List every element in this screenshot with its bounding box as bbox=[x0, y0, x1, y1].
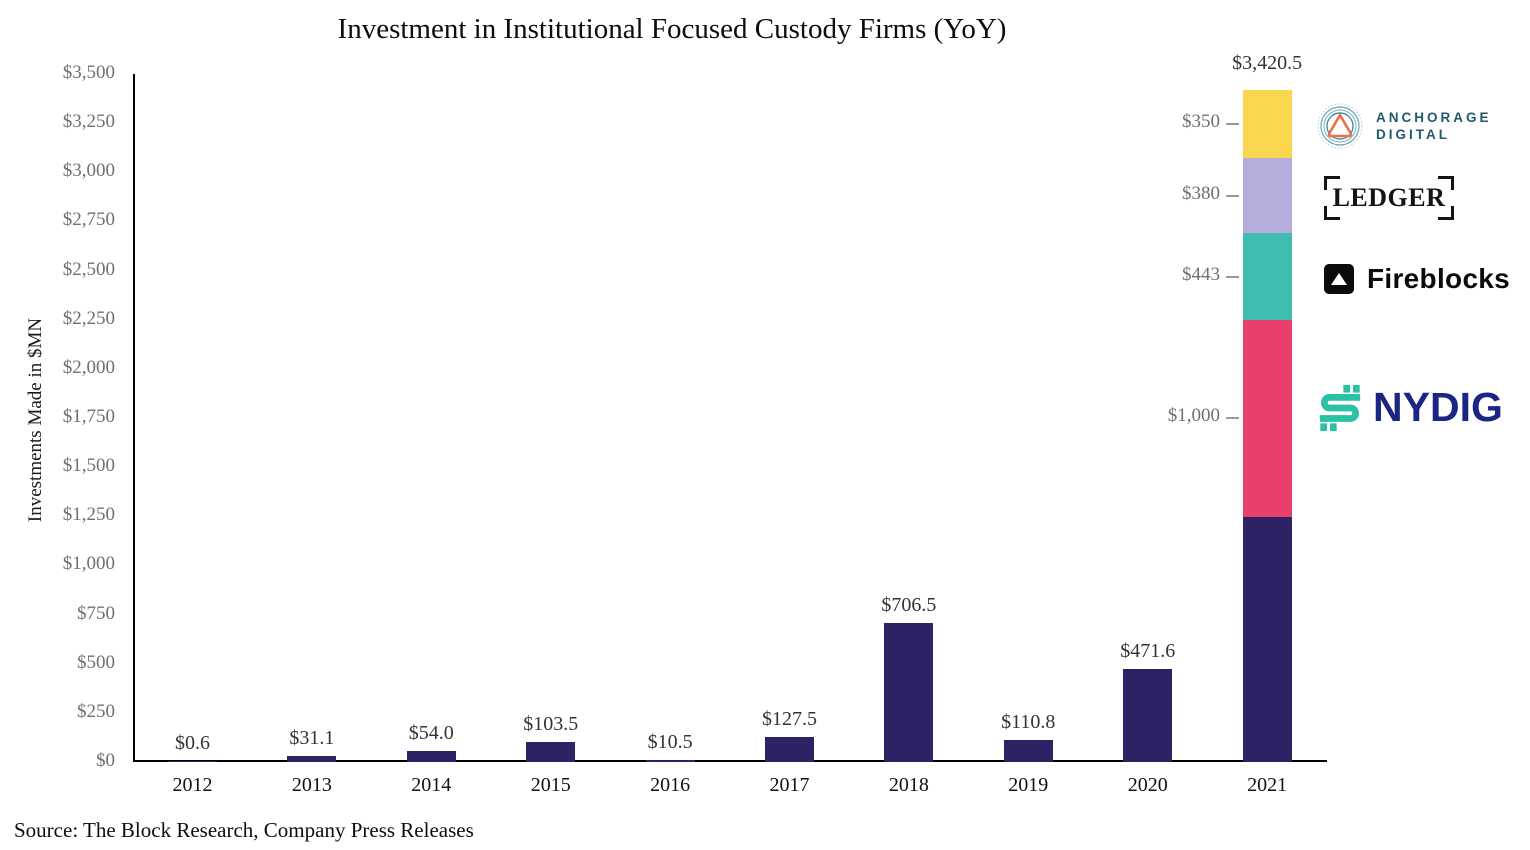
x-tick-label-2018: 2018 bbox=[888, 774, 929, 796]
nydig-wordmark: NYDIG bbox=[1373, 383, 1503, 430]
segment-callout-ledger: $380 bbox=[1182, 182, 1220, 204]
y-tick-label: $2,000 bbox=[62, 356, 115, 378]
segment-leader-dash bbox=[1226, 123, 1239, 126]
bar-segment-nydig bbox=[1242, 320, 1292, 517]
ledger-wordmark: LEDGER bbox=[1332, 183, 1446, 212]
bar-2021 bbox=[1242, 89, 1292, 762]
bar-2013 bbox=[287, 755, 337, 762]
anchorage-wordmark-line2: DIGITAL bbox=[1376, 127, 1450, 142]
segment-leader-dash bbox=[1226, 194, 1239, 197]
segment-callout-nydig: $1,000 bbox=[1167, 405, 1220, 427]
fireblocks-logo: Fireblocks bbox=[1324, 263, 1510, 295]
y-tick-label: $250 bbox=[77, 700, 115, 722]
bar-2018 bbox=[884, 623, 934, 762]
x-tick-label-2021: 2021 bbox=[1247, 774, 1288, 796]
y-tick-label: $0 bbox=[96, 750, 115, 771]
bar-2019 bbox=[1003, 740, 1053, 762]
nydig-icon bbox=[1319, 384, 1361, 431]
y-tick-label: $750 bbox=[77, 602, 115, 624]
bar-2020 bbox=[1123, 669, 1173, 762]
bar-segment-base bbox=[1242, 516, 1292, 762]
ledger-logo: LEDGER bbox=[1324, 176, 1454, 220]
ledger-bracket-bottom-right-icon bbox=[1438, 206, 1454, 220]
y-tick-label: $1,750 bbox=[62, 406, 115, 427]
y-tick-label: $2,250 bbox=[62, 307, 115, 329]
ledger-bracket-top-left-icon bbox=[1324, 176, 1340, 190]
y-tick-label: $1,250 bbox=[62, 504, 115, 526]
bar-2016 bbox=[645, 759, 695, 762]
x-tick-label-2016: 2016 bbox=[650, 774, 691, 796]
x-tick-label-2017: 2017 bbox=[769, 774, 810, 796]
x-tick-label-2012: 2012 bbox=[172, 774, 213, 796]
ledger-bracket-top-right-icon bbox=[1438, 176, 1454, 190]
chart-title: Investment in Institutional Focused Cust… bbox=[337, 13, 1007, 45]
y-tick-label: $3,500 bbox=[62, 62, 115, 83]
y-tick-label: $3,250 bbox=[62, 111, 115, 133]
y-tick-label: $2,750 bbox=[62, 209, 115, 231]
anchorage-digital-icon bbox=[1317, 103, 1363, 149]
nydig-logo: NYDIG bbox=[1316, 383, 1503, 431]
bar-segment-anchorage-digital bbox=[1242, 89, 1292, 159]
segment-callout-fireblocks: $443 bbox=[1182, 263, 1220, 285]
anchorage-wordmark-line1: ANCHORAGE bbox=[1376, 110, 1492, 125]
bar-segment-ledger bbox=[1242, 158, 1292, 234]
value-label-2013: $31.1 bbox=[289, 726, 335, 749]
y-tick-label: $500 bbox=[77, 651, 115, 673]
y-tick-label: $1,000 bbox=[62, 553, 115, 575]
y-tick-label: $2,500 bbox=[62, 258, 115, 280]
value-label-2017: $127.5 bbox=[762, 707, 817, 730]
value-label-2021: $3,420.5 bbox=[1232, 51, 1303, 74]
fireblocks-triangle-icon bbox=[1331, 273, 1347, 285]
value-label-2014: $54.0 bbox=[408, 722, 454, 745]
x-tick-label-2015: 2015 bbox=[530, 774, 571, 796]
ledger-bracket-bottom-left-icon bbox=[1324, 206, 1340, 220]
value-label-2019: $110.8 bbox=[1001, 711, 1056, 734]
anchorage-digital-logo: ANCHORAGE DIGITAL bbox=[1316, 102, 1492, 150]
x-tick-label-2020: 2020 bbox=[1127, 774, 1168, 796]
value-label-2015: $103.5 bbox=[523, 712, 579, 735]
source-note: Source: The Block Research, Company Pres… bbox=[14, 818, 474, 842]
bar-2017 bbox=[765, 736, 814, 762]
x-tick-label-2013: 2013 bbox=[291, 774, 332, 796]
value-label-2020: $471.6 bbox=[1120, 640, 1176, 663]
bar-2015 bbox=[526, 741, 576, 762]
bar-2012 bbox=[168, 761, 217, 762]
value-label-2018: $706.5 bbox=[881, 594, 937, 617]
y-tick-label: $3,000 bbox=[62, 160, 115, 182]
segment-leader-dash bbox=[1226, 275, 1239, 278]
segment-leader-dash bbox=[1226, 417, 1239, 420]
fireblocks-icon bbox=[1324, 264, 1354, 294]
bar-2014 bbox=[406, 751, 456, 762]
x-tick-label-2014: 2014 bbox=[411, 774, 452, 796]
y-tick-label: $1,500 bbox=[62, 455, 115, 477]
x-tick-label-2019: 2019 bbox=[1008, 774, 1049, 796]
fireblocks-wordmark: Fireblocks bbox=[1367, 263, 1511, 294]
value-label-2012: $0.6 bbox=[175, 732, 210, 754]
plot-area bbox=[133, 74, 1327, 762]
segment-callout-anchorage-digital: $350 bbox=[1182, 111, 1220, 133]
value-label-2016: $10.5 bbox=[647, 730, 693, 753]
bar-segment-fireblocks bbox=[1242, 233, 1292, 321]
